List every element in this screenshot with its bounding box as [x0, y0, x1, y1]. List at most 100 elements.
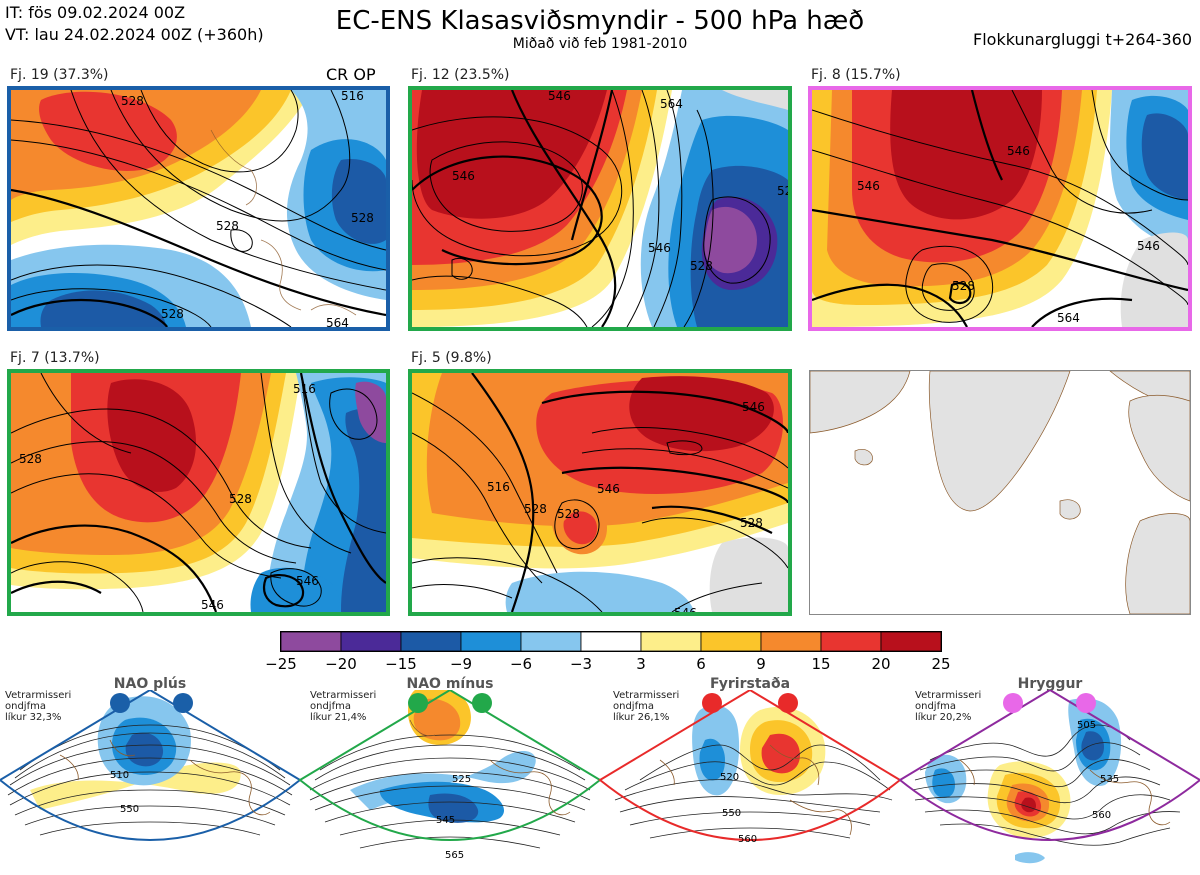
p1-label-6: 564 — [326, 316, 349, 327]
colorbar-segment — [700, 631, 762, 652]
window-label: Flokkunargluggi t+264-360 — [973, 30, 1192, 49]
regime-3-note-1: Vetrarmisseri — [613, 690, 680, 701]
colorbar-tick-label: −3 — [569, 655, 593, 673]
colorbar-svg — [280, 631, 942, 652]
cluster-map-3[interactable]: 546 546 528 546 564 — [808, 86, 1192, 331]
p2-label-2: 564 — [660, 97, 683, 111]
colorbar-tick-label: −9 — [449, 655, 473, 673]
vt-line: VT: lau 24.02.2024 00Z (+360h) — [5, 25, 264, 44]
p2-label-6: 528 — [690, 259, 713, 273]
regime-1-note-2: ondjfma — [5, 701, 46, 712]
p5-label-7: 528 — [740, 516, 763, 530]
regime-4-note: Vetrarmisseri ondjfma líkur 20,2% — [915, 690, 981, 723]
cluster-map-2-svg: 546 564 546 528 546 528 — [412, 90, 788, 327]
colorbar-segment — [400, 631, 462, 652]
cluster-map-2[interactable]: 546 564 546 528 546 528 — [408, 86, 792, 331]
regime-2-label-2: 545 — [436, 815, 455, 826]
regime-4-note-1: Vetrarmisseri — [915, 690, 982, 701]
cluster-map-4[interactable]: 528 516 528 546 546 — [7, 369, 390, 616]
p5-label-5: 546 — [597, 482, 620, 496]
regime-schematics: 510 550 — [0, 688, 1200, 875]
regime-3-note-2: ondjfma — [613, 701, 654, 712]
regime-4-label-2: 535 — [1100, 774, 1119, 785]
base-map-svg — [810, 371, 1190, 614]
colorbar-tick-label: 6 — [696, 655, 706, 673]
regime-2-note-2: ondjfma — [310, 701, 351, 712]
regime-4-note-2: ondjfma — [915, 701, 956, 712]
regime-4-label-3: 560 — [1092, 810, 1111, 821]
regime-2-map: 525 545 565 — [298, 688, 602, 861]
regime-1-note: Vetrarmisseri ondjfma líkur 32,3% — [5, 690, 71, 723]
it-line: IT: fös 09.02.2024 00Z — [5, 3, 186, 22]
p4-label-2: 516 — [293, 382, 316, 396]
cluster-map-5[interactable]: 546 516 528 528 546 546 528 — [408, 369, 792, 616]
colorbar-tick-label: −6 — [509, 655, 533, 673]
p5-label-4: 528 — [557, 507, 580, 521]
colorbar-tick-label: 9 — [756, 655, 766, 673]
colorbar-segment — [580, 631, 642, 652]
regime-1-title: NAO plús — [113, 676, 187, 692]
base-map[interactable] — [809, 370, 1191, 615]
p1-label-3: 528 — [216, 219, 239, 233]
regime-1-label-1: 510 — [110, 770, 129, 781]
regime-3-label-1: 520 — [720, 772, 739, 783]
colorbar-tick-label: 3 — [636, 655, 646, 673]
cluster-2-label: Fj. 12 (23.5%) — [411, 67, 510, 83]
regime-1-note-1: Vetrarmisseri — [5, 690, 72, 701]
colorbar — [280, 631, 944, 657]
p3-label-2: 546 — [857, 179, 880, 193]
cluster-3-label: Fj. 8 (15.7%) — [811, 67, 901, 83]
colorbar-segment — [340, 631, 402, 652]
regime-3-map: 520 550 560 — [598, 688, 902, 845]
page-title: EC-ENS Klasasviðsmyndir - 500 hPa hæð — [335, 6, 865, 36]
header-left: IT: fös 09.02.2024 00Z VT: lau 24.02.202… — [5, 2, 264, 46]
cluster-map-4-svg: 528 516 528 546 546 — [11, 373, 386, 612]
p1-label-4: 528 — [351, 211, 374, 225]
colorbar-segment — [880, 631, 942, 652]
regime-1-note-3: líkur 32,3% — [5, 712, 62, 723]
regime-4-label-1: 505 — [1077, 720, 1096, 731]
p1-label-1: 528 — [121, 94, 144, 108]
p4-label-4: 546 — [296, 574, 319, 588]
colorbar-tick-label: −25 — [265, 655, 297, 673]
colorbar-segment — [520, 631, 582, 652]
colorbar-tick-label: 25 — [931, 655, 951, 673]
regime-2-label-3: 565 — [445, 850, 464, 861]
p4-label-5: 546 — [201, 598, 224, 612]
regime-1-map: 510 550 — [0, 688, 302, 841]
colorbar-segment — [280, 631, 342, 652]
cluster-map-1[interactable]: 528 516 528 528 528 564 — [7, 86, 390, 331]
p2-label-5: 546 — [648, 241, 671, 255]
cluster-1-extra: CR OP — [326, 65, 376, 84]
p5-label-2: 516 — [487, 480, 510, 494]
regime-2-note: Vetrarmisseri ondjfma líkur 21,4% — [310, 690, 376, 723]
p2-label-4: 528 — [777, 184, 788, 198]
p4-label-3: 528 — [229, 492, 252, 506]
cluster-4-label: Fj. 7 (13.7%) — [10, 350, 100, 366]
p3-label-4: 546 — [1137, 239, 1160, 253]
regime-4-title: Hryggur — [1017, 676, 1083, 692]
regime-3-note: Vetrarmisseri ondjfma líkur 26,1% — [613, 690, 679, 723]
page-subtitle: Miðað við feb 1981-2010 — [512, 36, 688, 52]
p1-label-2: 516 — [341, 90, 364, 103]
regime-1-label-2: 550 — [120, 804, 139, 815]
cluster-map-1-svg: 528 516 528 528 528 564 — [11, 90, 386, 327]
colorbar-segment — [640, 631, 702, 652]
colorbar-segment — [460, 631, 522, 652]
p5-label-6: 546 — [674, 606, 697, 612]
colorbar-tick-label: −15 — [385, 655, 417, 673]
p5-label-3: 528 — [524, 502, 547, 516]
p3-label-5: 564 — [1057, 311, 1080, 325]
regime-2-note-3: líkur 21,4% — [310, 712, 367, 723]
p3-label-3: 528 — [952, 279, 975, 293]
cluster-5-label: Fj. 5 (9.8%) — [411, 350, 492, 366]
regime-4-note-3: líkur 20,2% — [915, 712, 972, 723]
p2-label-3: 546 — [452, 169, 475, 183]
regime-2-title: NAO mínus — [406, 676, 494, 692]
cluster-1-label: Fj. 19 (37.3%) — [10, 67, 109, 83]
p4-label-1: 528 — [19, 452, 42, 466]
regime-2-note-1: Vetrarmisseri — [310, 690, 377, 701]
p3-label-1: 546 — [1007, 144, 1030, 158]
regime-2-label-1: 525 — [452, 774, 471, 785]
cluster-map-5-svg: 546 516 528 528 546 546 528 — [412, 373, 788, 612]
